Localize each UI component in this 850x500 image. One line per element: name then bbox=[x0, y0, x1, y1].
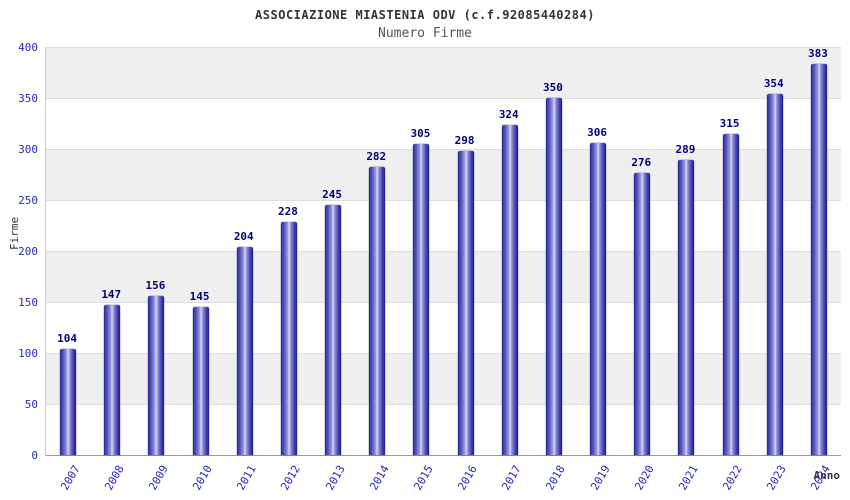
chart-title: ASSOCIAZIONE MIASTENIA ODV (c.f.92085440… bbox=[255, 8, 595, 22]
background-band bbox=[46, 251, 841, 302]
bar-2008 bbox=[104, 305, 121, 455]
gridline bbox=[46, 200, 841, 201]
bar-2012 bbox=[280, 222, 297, 455]
x-tick-label: 2015 bbox=[411, 463, 436, 493]
background-band bbox=[46, 47, 841, 98]
gridline bbox=[46, 47, 841, 48]
y-tick-label: 350 bbox=[18, 92, 38, 105]
x-tick-label: 2017 bbox=[499, 463, 525, 493]
y-tick-label: 400 bbox=[18, 41, 38, 54]
x-tick-label: 2011 bbox=[234, 463, 260, 493]
bar-value-label: 315 bbox=[719, 116, 740, 130]
bar-2013 bbox=[325, 205, 342, 455]
gridline bbox=[46, 302, 841, 303]
x-tick-label: 2008 bbox=[102, 463, 127, 493]
bar-value-label: 282 bbox=[366, 150, 387, 164]
bar-2010 bbox=[192, 307, 209, 455]
bar-2007 bbox=[60, 348, 77, 455]
background-band bbox=[46, 353, 841, 404]
bar-value-label: 350 bbox=[542, 81, 563, 94]
bar-2017 bbox=[501, 124, 518, 455]
bar-value-label: 289 bbox=[675, 143, 696, 157]
x-tick-label: 2012 bbox=[278, 463, 304, 493]
bar-value-label: 245 bbox=[322, 188, 343, 202]
x-axis-title: Anno bbox=[813, 469, 841, 482]
bar-2020 bbox=[634, 173, 651, 455]
x-tick-label: 2018 bbox=[543, 463, 569, 493]
bar-value-label: 228 bbox=[277, 205, 298, 219]
gridline bbox=[46, 149, 841, 150]
bar-2022 bbox=[722, 133, 739, 455]
bar-2019 bbox=[590, 142, 607, 455]
bar-2011 bbox=[236, 246, 253, 455]
x-tick-label: 2013 bbox=[322, 463, 348, 493]
gridline bbox=[46, 98, 841, 99]
bar-value-label: 354 bbox=[763, 76, 784, 90]
gridline bbox=[46, 353, 841, 354]
y-tick-label: 100 bbox=[18, 347, 38, 360]
bar-value-label: 324 bbox=[498, 107, 519, 121]
bar-value-label: 147 bbox=[101, 288, 122, 302]
plot-area bbox=[45, 47, 841, 456]
x-tick-label: 2021 bbox=[676, 463, 701, 493]
bar-2023 bbox=[766, 93, 783, 455]
bar-value-label: 305 bbox=[410, 126, 431, 140]
bar-2018 bbox=[545, 98, 562, 455]
bar-value-label: 306 bbox=[587, 125, 608, 139]
bar-value-label: 156 bbox=[145, 278, 166, 292]
bar-value-label: 204 bbox=[233, 229, 254, 243]
y-tick-label: 150 bbox=[18, 296, 38, 309]
bar-2024 bbox=[810, 64, 827, 455]
bar-2015 bbox=[413, 143, 430, 455]
x-tick-label: 2007 bbox=[57, 463, 83, 493]
x-tick-label: 2019 bbox=[587, 463, 613, 493]
x-tick-label: 2023 bbox=[764, 463, 790, 493]
bar-value-label: 104 bbox=[57, 331, 78, 345]
x-tick-label: 2009 bbox=[146, 463, 171, 493]
bar-2009 bbox=[148, 295, 165, 455]
bar-2016 bbox=[457, 151, 474, 455]
x-tick-label: 2014 bbox=[367, 463, 392, 493]
x-tick-label: 2020 bbox=[632, 463, 657, 493]
background-band bbox=[46, 149, 841, 200]
y-tick-label: 200 bbox=[18, 245, 38, 258]
bar-value-label: 383 bbox=[807, 47, 828, 61]
x-tick-label: 2016 bbox=[455, 463, 480, 493]
x-tick-label: 2010 bbox=[190, 463, 215, 493]
y-tick-label: 50 bbox=[24, 398, 38, 411]
bar-2014 bbox=[369, 167, 386, 455]
y-tick-label: 0 bbox=[31, 449, 38, 462]
y-tick-label: 300 bbox=[18, 143, 38, 156]
bar-value-label: 298 bbox=[454, 134, 475, 148]
chart-subtitle: Numero Firme bbox=[378, 26, 472, 41]
bar-value-label: 145 bbox=[189, 290, 210, 304]
gridline bbox=[46, 404, 841, 405]
bar-2021 bbox=[678, 160, 695, 455]
x-tick-label: 2022 bbox=[720, 463, 745, 493]
y-tick-label: 250 bbox=[18, 194, 38, 207]
bar-value-label: 276 bbox=[631, 156, 652, 170]
gridline bbox=[46, 251, 841, 252]
